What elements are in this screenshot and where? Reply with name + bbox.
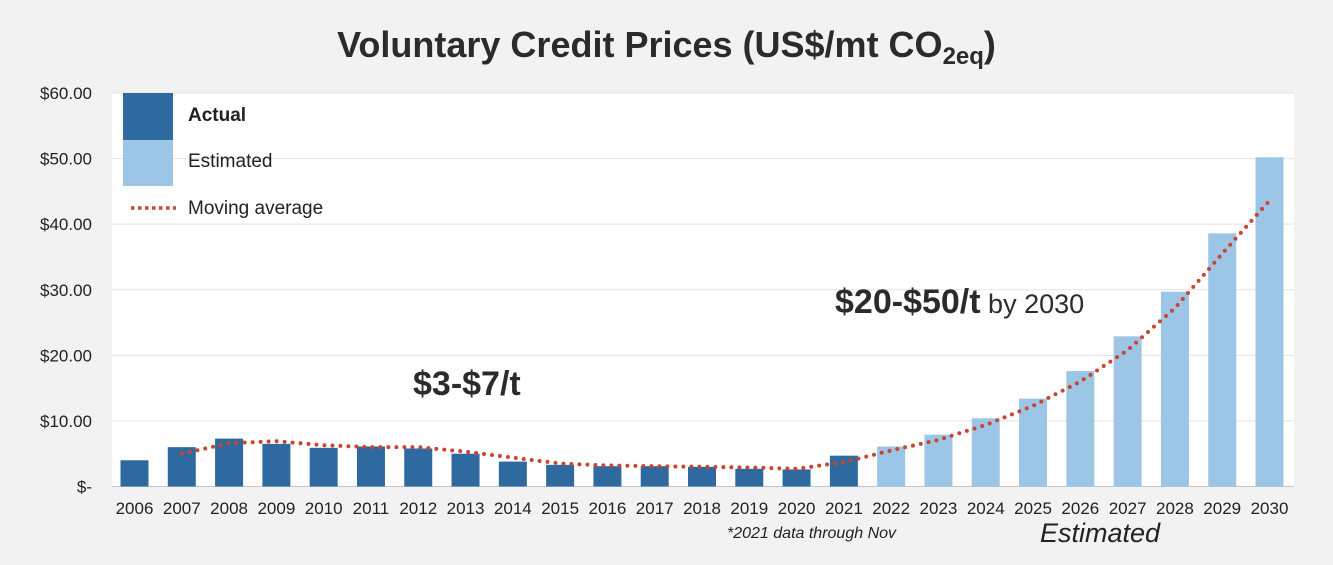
- y-tick-label: $50.00: [40, 150, 92, 169]
- x-axis-ticks: 2006 2007 2008 2009 2010 2011 2012 2013 2014 2015…: [116, 499, 1289, 518]
- x-tick-label: 2019: [730, 499, 768, 518]
- footnote: *2021 data through Nov: [727, 525, 897, 542]
- x-tick-label: 2021: [825, 499, 863, 518]
- x-tick-label: 2012: [399, 499, 437, 518]
- y-tick-label: $-: [77, 478, 92, 497]
- bar-actual-2010: [309, 447, 338, 487]
- bar-estimated-2030: [1255, 157, 1284, 487]
- x-tick-label: 2011: [353, 499, 390, 518]
- bar-actual-2012: [404, 448, 433, 487]
- x-tick-label: 2026: [1061, 499, 1099, 518]
- bar-estimated-2029: [1208, 233, 1237, 487]
- x-tick-label: 2029: [1203, 499, 1241, 518]
- bar-estimated-2028: [1160, 291, 1189, 487]
- x-tick-label: 2013: [447, 499, 485, 518]
- y-tick-label: $20.00: [40, 346, 92, 365]
- bar-estimated-2026: [1066, 371, 1095, 487]
- y-tick-label: $40.00: [40, 215, 92, 234]
- bar-actual-2013: [451, 453, 480, 487]
- bar-actual-2014: [498, 461, 527, 487]
- chart-title-subscript: 2eq: [942, 43, 984, 70]
- x-tick-label: 2017: [636, 499, 674, 518]
- x-tick-label: 2014: [494, 499, 532, 518]
- bar-actual-2006: [120, 460, 149, 487]
- y-tick-label: $60.00: [40, 84, 92, 103]
- bar-actual-2021: [829, 455, 858, 487]
- legend-label-moving-average: Moving average: [188, 198, 323, 219]
- annotation-estimate: $20-$50/t by 2030: [835, 283, 1084, 321]
- chart-title-main: Voluntary Credit Prices (US$/mt CO: [337, 24, 943, 65]
- annotation-estimate-range: $20-$50/t: [835, 283, 981, 321]
- bar-actual-2019: [735, 468, 764, 487]
- legend-label-actual: Actual: [188, 105, 246, 126]
- x-tick-label: 2010: [305, 499, 343, 518]
- legend-swatch-actual: [123, 93, 173, 140]
- moving-average-line: [179, 198, 1272, 471]
- x-tick-label: 2018: [683, 499, 721, 518]
- bar-actual-2016: [593, 466, 622, 487]
- bar-actual-2011: [356, 446, 385, 487]
- bar-actual-2017: [640, 466, 669, 487]
- annotation-actual-range: $3-$7/t: [413, 365, 521, 403]
- x-tick-label: 2009: [257, 499, 295, 518]
- x-tick-label: 2020: [778, 499, 816, 518]
- x-tick-label: 2024: [967, 499, 1005, 518]
- x-tick-label: 2006: [116, 499, 154, 518]
- moving-average-series: [179, 198, 1272, 471]
- bar-estimated-2027: [1113, 336, 1142, 487]
- x-tick-label: 2027: [1109, 499, 1147, 518]
- x-tick-label: 2023: [920, 499, 958, 518]
- bar-actual-2018: [688, 466, 716, 487]
- x-tick-label: 2030: [1251, 499, 1289, 518]
- bar-actual-2009: [262, 443, 291, 487]
- x-tick-label: 2022: [872, 499, 910, 518]
- legend-swatch-estimated: [123, 140, 173, 186]
- legend: Actual Estimated Moving average: [123, 93, 323, 219]
- x-tick-label: 2015: [541, 499, 579, 518]
- bar-actual-2020: [782, 469, 811, 487]
- chart-title-end: ): [983, 24, 996, 65]
- x-tick-label: 2028: [1156, 499, 1194, 518]
- chart-title: Voluntary Credit Prices (US$/mt CO2eq): [0, 24, 1333, 69]
- y-tick-label: $30.00: [40, 281, 92, 300]
- bars: [120, 157, 1284, 487]
- x-tick-label: 2025: [1014, 499, 1052, 518]
- bar-estimated-2025: [1019, 398, 1048, 487]
- x-tick-label: 2008: [210, 499, 248, 518]
- y-axis-ticks: $- $10.00 $20.00 $30.00 $40.00 $50.00 $60.00: [40, 84, 92, 497]
- annotation-estimate-suffix: by 2030: [981, 289, 1085, 319]
- bar-estimated-2024: [971, 418, 1000, 487]
- bar-actual-2015: [546, 464, 575, 487]
- x-tick-label: 2016: [589, 499, 627, 518]
- x-tick-label: 2007: [163, 499, 201, 518]
- y-tick-label: $10.00: [40, 412, 92, 431]
- estimated-label: Estimated: [1040, 518, 1161, 548]
- legend-label-estimated: Estimated: [188, 151, 272, 172]
